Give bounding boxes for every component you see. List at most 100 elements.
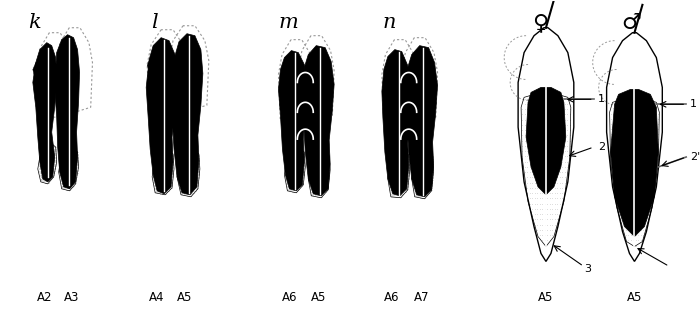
Point — [66, 163, 78, 168]
Point — [410, 194, 421, 199]
Point — [547, 206, 558, 211]
Point — [564, 112, 575, 117]
Point — [67, 156, 78, 161]
Point — [400, 182, 411, 187]
Point — [403, 174, 414, 179]
Point — [183, 158, 195, 164]
Point — [153, 175, 164, 180]
Point — [414, 152, 425, 157]
Point — [38, 143, 50, 148]
Point — [43, 176, 54, 181]
Point — [162, 187, 174, 192]
Point — [389, 163, 400, 168]
Point — [283, 162, 294, 167]
Point — [288, 152, 299, 157]
Point — [391, 177, 402, 182]
Point — [46, 147, 57, 152]
Point — [544, 232, 555, 237]
Point — [181, 152, 193, 157]
Point — [48, 150, 59, 155]
Point — [612, 182, 624, 187]
Point — [49, 167, 60, 172]
Point — [174, 160, 186, 165]
Point — [295, 149, 307, 154]
Point — [39, 158, 50, 164]
Point — [309, 177, 320, 182]
Point — [70, 151, 81, 156]
Point — [529, 191, 540, 196]
Point — [612, 187, 624, 192]
Point — [178, 166, 189, 171]
Point — [391, 164, 402, 169]
Point — [156, 178, 167, 183]
Point — [288, 186, 299, 191]
Point — [161, 179, 172, 184]
Point — [43, 152, 54, 157]
Point — [36, 176, 47, 181]
Point — [561, 101, 573, 107]
Point — [182, 154, 193, 159]
Point — [306, 182, 317, 187]
Point — [154, 165, 165, 171]
Point — [556, 96, 568, 101]
Point — [319, 161, 330, 166]
Point — [65, 167, 76, 172]
Point — [38, 173, 50, 178]
Point — [67, 163, 78, 168]
Point — [165, 184, 176, 189]
Point — [640, 207, 652, 212]
Point — [41, 154, 52, 159]
Point — [421, 178, 432, 183]
Point — [60, 151, 71, 156]
Point — [58, 157, 69, 162]
Point — [312, 164, 323, 169]
Point — [164, 173, 176, 178]
Text: 1: 1 — [690, 99, 697, 109]
Point — [564, 154, 575, 159]
Point — [62, 148, 74, 153]
Point — [57, 174, 68, 179]
Point — [293, 164, 304, 169]
Text: A2: A2 — [37, 291, 52, 304]
Point — [526, 112, 538, 117]
Point — [38, 156, 50, 161]
Point — [289, 189, 300, 194]
Point — [289, 174, 300, 179]
Point — [281, 171, 292, 176]
Point — [410, 191, 421, 196]
Point — [179, 152, 190, 157]
Point — [316, 158, 328, 163]
Point — [410, 168, 421, 173]
Point — [526, 149, 538, 154]
Point — [640, 126, 652, 131]
Point — [393, 190, 404, 195]
Point — [39, 176, 50, 181]
Point — [559, 180, 570, 185]
Point — [412, 152, 423, 157]
Point — [402, 158, 413, 163]
Point — [410, 166, 421, 171]
Point — [547, 96, 558, 101]
Point — [163, 187, 174, 192]
Point — [652, 116, 664, 121]
Point — [307, 185, 318, 190]
Point — [46, 145, 57, 150]
Point — [395, 153, 407, 158]
Point — [385, 164, 396, 169]
Point — [187, 154, 198, 159]
Point — [315, 194, 326, 199]
Point — [391, 175, 402, 180]
Point — [177, 190, 188, 195]
Point — [41, 173, 52, 178]
Point — [414, 153, 426, 158]
Point — [283, 159, 294, 164]
Point — [293, 150, 304, 155]
Point — [161, 190, 172, 195]
Point — [620, 202, 631, 207]
Point — [290, 189, 301, 194]
Point — [421, 158, 432, 163]
Point — [628, 96, 639, 101]
Point — [615, 212, 626, 217]
Point — [519, 117, 530, 122]
Point — [282, 180, 293, 185]
